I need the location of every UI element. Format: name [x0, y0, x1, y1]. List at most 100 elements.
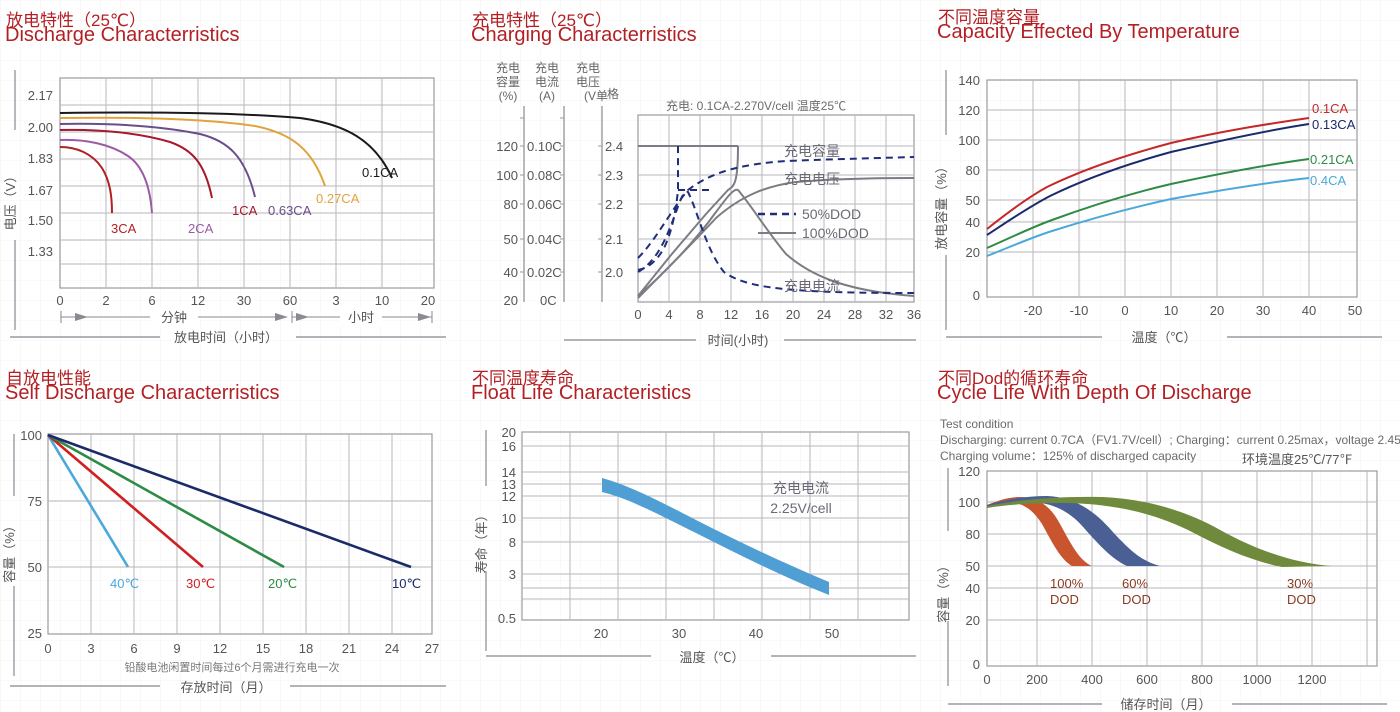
panel-title-en-discharge: Discharge Characterristics — [5, 24, 240, 46]
curve-0-27ca — [59, 116, 326, 187]
bracket-label-hours: 小时 — [348, 310, 374, 325]
ylabel-discharge: 电压（V） — [3, 170, 18, 231]
xtick-charging-4: 16 — [755, 307, 769, 322]
ytick-cycle-3: 50 — [966, 559, 980, 574]
ytick-cap-6: 20 — [966, 245, 980, 260]
xtick-charging-2: 8 — [696, 307, 703, 322]
xtick-discharge-4: 30 — [237, 293, 251, 308]
panel-title-en-selfdis: Self Discharge Characterristics — [5, 382, 280, 404]
ytick-discharge-5: 1.33 — [28, 244, 53, 259]
axis-header-voltage-l3: (V单 — [584, 89, 608, 103]
xtick-cycle-0: 0 — [983, 672, 990, 687]
legend-50dod: 50%DOD — [802, 206, 861, 222]
series-label-cap-0-1ca: 0.1CA — [1312, 101, 1348, 116]
ytick-discharge-2: 1.83 — [28, 151, 53, 166]
ytick-float-4: 12 — [502, 489, 516, 504]
panel-title-cn-discharge: 放电特性（25℃） — [6, 11, 147, 30]
curve-cap-0-1ca — [986, 117, 1310, 230]
chart-self-discharge: 40℃ 30℃ 20℃ 10℃ 100 75 50 25 容量（%） 0 3 6… — [2, 428, 446, 695]
ytick-discharge-3: 1.67 — [28, 183, 53, 198]
ytick-charge-vol-4: 2.0 — [605, 265, 623, 280]
charging-condition-text: 充电: 0.1CA-2.270V/cell 温度25℃ — [666, 98, 846, 113]
chart-cycle-life: Test condition Discharging: current 0.7C… — [936, 417, 1400, 712]
ylabel-capacity: 放电容量（%） — [934, 160, 949, 250]
annot-charge-capacity: 充电容量 — [784, 143, 840, 159]
xtick-cap-7: 50 — [1348, 303, 1362, 318]
cycle-testcond-line2: Discharging: current 0.7CA（FV1.7V/cell）;… — [940, 433, 1400, 447]
line-selfdis-20c — [47, 433, 285, 569]
ytick-charge-vol-2: 2.2 — [605, 197, 623, 212]
ytick-cap-0: 140 — [958, 73, 980, 88]
panel-float-life: 不同温度寿命 Float Life Characteristics 20 16 … — [466, 356, 932, 712]
xtick-charging-3: 12 — [724, 307, 738, 322]
ytick-charge-cur-1: 0.08C — [527, 168, 562, 183]
ytick-charge-cap-3: 50 — [504, 232, 518, 247]
ytick-cycle-5: 20 — [966, 613, 980, 628]
panel-capacity-temp: 不同温度容量 Capacity Effected By Temperature … — [932, 0, 1398, 356]
xtick-charging-9: 36 — [907, 307, 921, 322]
xtick-charging-6: 24 — [817, 307, 831, 322]
chart-charging: 充电 容量 (%) 充电 电流 (A) 充电 电压 (V单 格 120 100 … — [496, 60, 921, 348]
ytick-cap-7: 0 — [973, 288, 980, 303]
xlabel-float: 温度（℃） — [679, 650, 744, 665]
line-selfdis-40c — [46, 434, 130, 568]
series-label-30c: 30℃ — [186, 576, 215, 591]
axis-header-capacity-l2: 容量 — [496, 74, 520, 89]
axis-header-capacity-l1: 充电 — [496, 60, 520, 75]
series-label-20c: 20℃ — [268, 576, 297, 591]
series-label-0-27ca: 0.27CA — [316, 191, 360, 206]
curve-2ca — [59, 138, 153, 214]
ytick-discharge-4: 1.50 — [28, 213, 53, 228]
chart-capacity-temp: 0.1CA 0.13CA 0.21CA 0.4CA 140 120 100 80… — [934, 70, 1382, 345]
ytick-selfdis-3: 25 — [28, 626, 42, 641]
panel-title-cn-float: 不同温度寿命 — [472, 369, 574, 388]
discharge-grid — [59, 77, 435, 289]
ytick-charge-cur-2: 0.06C — [527, 197, 562, 212]
series-label-cap-0-13ca: 0.13CA — [1312, 117, 1356, 132]
ytick-cap-1: 120 — [958, 103, 980, 118]
xtick-charging-8: 32 — [879, 307, 893, 322]
series-label-100dod-2: DOD — [1050, 592, 1079, 607]
xtick-charging-1: 4 — [665, 307, 672, 322]
curve-0-1ca — [59, 111, 393, 179]
axis-header-voltage-l2: 电压 — [576, 75, 600, 89]
ytick-charge-cap-5: 20 — [504, 293, 518, 308]
curve-cap-0-21ca — [986, 158, 1310, 249]
xtick-cap-0: -20 — [1024, 303, 1043, 318]
bracket-label-minutes: 分钟 — [161, 310, 187, 325]
xtick-float-0: 20 — [594, 626, 608, 641]
ytick-cap-4: 50 — [966, 193, 980, 208]
series-label-cap-0-21ca: 0.21CA — [1310, 152, 1354, 167]
selfdis-note: 铅酸电池闲置时间每过6个月需进行充电一次 — [124, 660, 339, 674]
band-float-life — [602, 478, 829, 595]
ytick-cap-5: 40 — [966, 215, 980, 230]
xtick-discharge-5: 60 — [283, 293, 297, 308]
ytick-cycle-2: 80 — [966, 527, 980, 542]
xtick-discharge-0: 0 — [56, 293, 63, 308]
xtick-cap-5: 30 — [1256, 303, 1270, 318]
xtick-charging-0: 0 — [634, 307, 641, 322]
ytick-charge-cur-4: 0.02C — [527, 265, 562, 280]
curve-3ca — [59, 146, 113, 214]
xtick-cycle-2: 400 — [1081, 672, 1103, 687]
ytick-selfdis-1: 75 — [28, 494, 42, 509]
curve-50dod-current — [637, 190, 915, 294]
xtick-cycle-6: 1200 — [1298, 672, 1327, 687]
ytick-float-2: 14 — [502, 465, 516, 480]
series-label-0-63ca: 0.63CA — [268, 203, 312, 218]
cycle-testcond-line1: Test condition — [940, 417, 1013, 431]
axis-header-current-l2: 电流 — [535, 75, 559, 89]
panel-title-cn-capacity: 不同温度容量 — [938, 8, 1040, 27]
axis-header-voltage-l1: 充电 — [576, 60, 600, 75]
xtick-cycle-1: 200 — [1026, 672, 1048, 687]
ytick-float-0: 20 — [502, 425, 516, 440]
annot-charge-current: 充电电流 — [784, 278, 840, 294]
ytick-cap-3: 80 — [966, 163, 980, 178]
xtick-discharge-2: 6 — [148, 293, 155, 308]
ylabel-float: 寿命（年） — [474, 508, 489, 573]
ytick-float-5: 10 — [502, 511, 516, 526]
band-cycle-60dod — [987, 496, 1160, 566]
xlabel-discharge: 放电时间（小时） — [174, 330, 278, 345]
curve-cap-0-4ca — [986, 177, 1310, 257]
ytick-charge-cur-0: 0.10C — [527, 139, 562, 154]
